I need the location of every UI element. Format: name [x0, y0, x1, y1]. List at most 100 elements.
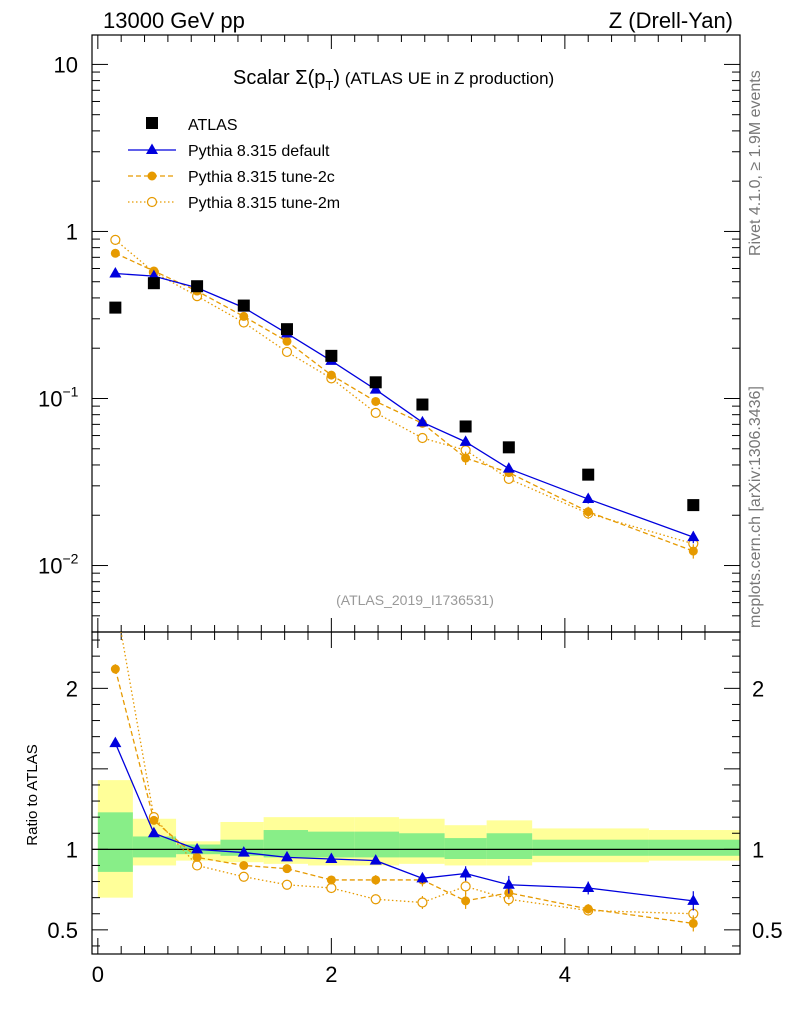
ratio-pythia-default-point [325, 852, 338, 864]
ratio-pythia-tune2c-point [110, 664, 120, 674]
pythia-tune2c-point [282, 336, 292, 346]
ratio-band-green [354, 831, 400, 858]
ratio-pythia-default-point [369, 854, 382, 865]
atlas-point [147, 277, 160, 290]
pythia-tune2m-point [110, 234, 121, 246]
ratio-pythia-default-point [237, 846, 250, 857]
atlas-point [109, 301, 122, 314]
lower-panel-frame [91, 631, 741, 955]
ratio-pythia-default-point [582, 881, 595, 892]
x-tick-label: 2 [325, 962, 337, 987]
ratio-y-tick-label-left: 1 [66, 837, 78, 862]
ratio-pythia-tune2m-point [111, 595, 120, 604]
y-tick-label: 10−1 [38, 383, 79, 411]
legend: ATLAS Pythia 8.315 default Pythia 8.315 … [128, 117, 340, 212]
y-tick-label: 10−2 [38, 551, 79, 579]
ratio-pythia-tune2m-point [326, 882, 337, 894]
plot-title-rest: (ATLAS UE in Z production) [340, 69, 554, 88]
pythia-default-point [582, 492, 595, 504]
rivet-side-label: Rivet 4.1.0, ≥ 1.9M events [747, 70, 764, 256]
ratio-band-green [263, 830, 308, 858]
lower-axis-ticks: 2 2 1 1 0.5 0.5 0 2 4 [47, 632, 783, 987]
legend-marker-default [146, 143, 158, 154]
pythia-tune2c-point [371, 396, 381, 406]
pythia-default-point [369, 383, 382, 394]
y-tick-exponent: −2 [62, 551, 78, 567]
ratio-band-green [648, 839, 740, 856]
ratio-band-green [97, 812, 133, 872]
ratio-pythia-tune2c-point [239, 860, 249, 870]
plot-title-close: ) [333, 67, 340, 89]
ratio-pythia-default-point [687, 894, 700, 905]
pythia-default-point [687, 530, 700, 542]
ratio-pythia-tune2c-point [192, 852, 202, 862]
atlas-point [687, 499, 700, 512]
mcplots-side-label: mcplots.cern.ch [arXiv:1306.3436] [747, 386, 764, 628]
pythia-default-line [115, 272, 694, 538]
pythia-tune2c-point [239, 311, 249, 321]
pythia-default-point [502, 462, 515, 473]
header-right: Z (Drell-Yan) [609, 8, 733, 33]
ratio-pythia-tune2m-point [460, 881, 471, 892]
pythia-tune2m-point [370, 407, 381, 418]
ratio-pythia-tune2m-point [417, 897, 428, 908]
ratio-pythia-tune2c-point [149, 815, 159, 825]
ratio-y-tick-label-right: 0.5 [752, 918, 783, 943]
ratio-y-tick-label-left: 2 [66, 676, 78, 701]
x-tick-label: 4 [559, 962, 571, 987]
ratio-y-tick-label-left: 0.5 [47, 918, 78, 943]
pythia-tune2c-point [461, 453, 471, 463]
atlas-point [502, 441, 515, 454]
ratio-pythia-default-line [114, 742, 694, 902]
ratio-y-tick-label-right: 1 [752, 837, 764, 862]
atlas-point [582, 468, 595, 481]
ratio-band-green [132, 836, 177, 858]
legend-label-tune2m: Pythia 8.315 tune-2m [188, 195, 340, 212]
atlas-point [459, 420, 472, 433]
y-tick-base: 10 [38, 554, 62, 579]
ratio-pythia-tune2m-line [120, 632, 694, 915]
pythia-default-point [416, 415, 429, 427]
legend-label-default: Pythia 8.315 default [188, 143, 330, 160]
pythia-tune2c-point [110, 248, 120, 258]
pythia-tune2m-line [114, 239, 694, 545]
ratio-pythia-default-point [109, 736, 122, 748]
ratio-pythia-tune2m-point [238, 871, 249, 882]
plot-title-sigma: Σ(p [295, 67, 325, 89]
pythia-tune2c-point [326, 370, 336, 380]
plot-title-main: Scalar [233, 67, 295, 89]
atlas-point [369, 376, 382, 389]
ratio-pythia-tune2c-line [114, 668, 694, 925]
legend-label-tune2c: Pythia 8.315 tune-2c [188, 169, 335, 186]
ratio-band-green [399, 833, 445, 858]
ratio-pythia-tune2c-point [282, 864, 292, 874]
pythia-tune2c-point [583, 507, 593, 517]
plot-title-sub: T [325, 78, 333, 93]
y-tick-label: 10 [54, 52, 78, 77]
legend-label-atlas: ATLAS [188, 117, 238, 134]
ratio-pythia-default-point [502, 878, 515, 889]
ratio-pythia-tune2c-point [583, 904, 593, 914]
atlas-point [280, 323, 293, 336]
ratio-band-green [532, 839, 649, 856]
ratio-pythia-tune2c-point [371, 875, 381, 885]
legend-marker-tune2c [147, 171, 157, 181]
ratio-pythia-tune2m-point [191, 860, 203, 871]
ratio-pythia-tune2c-point [326, 875, 336, 885]
ratio-band-green [444, 838, 487, 860]
y-tick-exponent: −1 [62, 383, 78, 399]
pythia-tune2m-point [417, 432, 428, 444]
header-left: 13000 GeV pp [103, 8, 245, 33]
analysis-id-label: (ATLAS_2019_I1736531) [336, 592, 494, 608]
ratio-pythia-tune2m-point [281, 879, 293, 890]
pythia-tune2m-point [281, 346, 293, 358]
pythia-tune2c-line [115, 252, 694, 552]
pythia-default-point [459, 435, 472, 446]
ratio-pythia-tune2c-point [688, 918, 698, 928]
atlas-point [191, 280, 204, 293]
atlas-point [416, 398, 429, 411]
ratio-pythia-default-point [147, 826, 160, 838]
lower-series-layer [109, 595, 700, 932]
upper-series-layer [109, 234, 700, 559]
